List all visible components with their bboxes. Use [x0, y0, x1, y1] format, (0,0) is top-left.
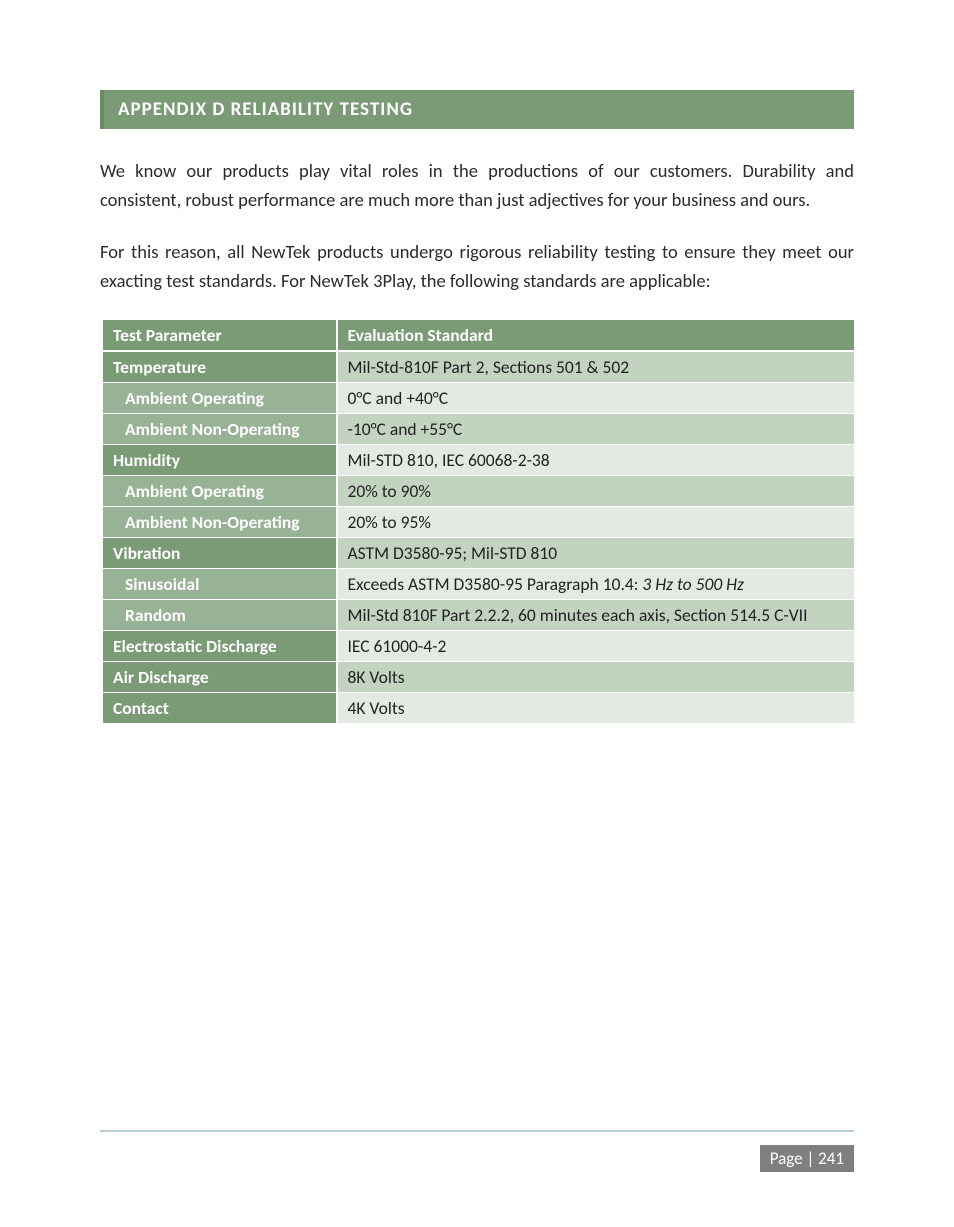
table-row: Ambient Non-Operating-10°C and +55°C: [102, 413, 855, 444]
table-row: TemperatureMil-Std-810F Part 2, Sections…: [102, 351, 855, 383]
table-header-row: Test Parameter Evaluation Standard: [102, 320, 855, 351]
param-cell: Electrostatic Discharge: [102, 630, 337, 661]
param-cell: Contact: [102, 692, 337, 723]
param-cell: Humidity: [102, 444, 337, 475]
reliability-table: Test Parameter Evaluation Standard Tempe…: [100, 320, 854, 724]
param-cell: Sinusoidal: [102, 568, 337, 599]
param-cell: Vibration: [102, 537, 337, 568]
param-cell: Air Discharge: [102, 661, 337, 692]
table-row: HumidityMil-STD 810, IEC 60068-2-38: [102, 444, 855, 475]
eval-cell: 4K Volts: [337, 692, 855, 723]
eval-cell: Exceeds ASTM D3580-95 Paragraph 10.4: 3 …: [337, 568, 855, 599]
param-cell: Ambient Operating: [102, 382, 337, 413]
col-header-parameter: Test Parameter: [102, 320, 337, 351]
table-row: RandomMil-Std 810F Part 2.2.2, 60 minute…: [102, 599, 855, 630]
intro-paragraph-2: For this reason, all NewTek products und…: [100, 238, 854, 295]
param-cell: Ambient Non-Operating: [102, 506, 337, 537]
eval-cell: 0°C and +40°C: [337, 382, 855, 413]
intro-paragraph-1: We know our products play vital roles in…: [100, 157, 854, 214]
table-row: Electrostatic DischargeIEC 61000-4-2: [102, 630, 855, 661]
col-header-evaluation: Evaluation Standard: [337, 320, 855, 351]
table-row: Air Discharge8K Volts: [102, 661, 855, 692]
table-row: Ambient Operating20% to 90%: [102, 475, 855, 506]
table-row: VibrationASTM D3580-95; Mil-STD 810: [102, 537, 855, 568]
param-cell: Ambient Non-Operating: [102, 413, 337, 444]
eval-cell: Mil-Std-810F Part 2, Sections 501 & 502: [337, 351, 855, 383]
table-row: Ambient Non-Operating20% to 95%: [102, 506, 855, 537]
table-row: SinusoidalExceeds ASTM D3580-95 Paragrap…: [102, 568, 855, 599]
eval-cell: -10°C and +55°C: [337, 413, 855, 444]
param-cell: Temperature: [102, 351, 337, 383]
eval-cell: Mil-STD 810, IEC 60068-2-38: [337, 444, 855, 475]
eval-cell: 20% to 90%: [337, 475, 855, 506]
table-row: Contact4K Volts: [102, 692, 855, 723]
param-cell: Ambient Operating: [102, 475, 337, 506]
param-cell: Random: [102, 599, 337, 630]
page-number-badge: Page | 241: [760, 1145, 854, 1172]
eval-cell: 8K Volts: [337, 661, 855, 692]
footer-divider: [100, 1130, 854, 1132]
table-row: Ambient Operating0°C and +40°C: [102, 382, 855, 413]
eval-cell: IEC 61000-4-2: [337, 630, 855, 661]
eval-cell: 20% to 95%: [337, 506, 855, 537]
eval-cell: Mil-Std 810F Part 2.2.2, 60 minutes each…: [337, 599, 855, 630]
appendix-title: APPENDIX D RELIABILITY TESTING: [100, 90, 854, 129]
eval-cell: ASTM D3580-95; Mil-STD 810: [337, 537, 855, 568]
